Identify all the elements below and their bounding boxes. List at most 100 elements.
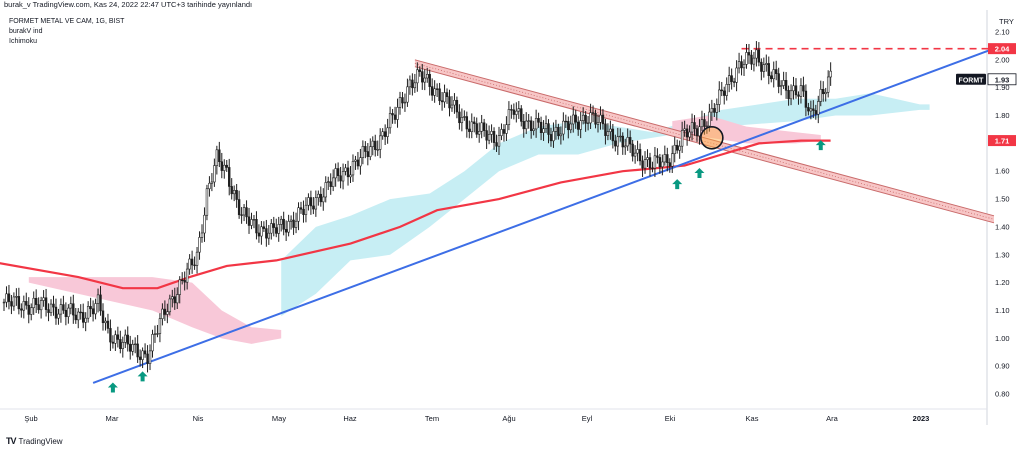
candle-body [277,224,280,234]
candle-body [200,232,204,238]
candle [680,121,684,153]
candle-body [747,52,751,56]
candle [485,123,488,149]
candle-body [329,181,332,187]
candle-body [418,69,421,72]
candle-body [648,157,652,169]
candle-body [772,69,775,80]
candle [646,149,649,167]
candle-body [480,122,483,132]
candle-body [542,128,545,134]
candle [388,106,392,134]
candle-body [185,268,189,283]
candle-body [487,134,491,141]
candle-body [114,334,117,344]
candle-body [406,86,409,103]
candle [141,347,144,369]
candle [453,93,456,114]
candle-body [680,130,684,147]
candle-body [324,182,327,198]
candle-body [344,167,347,172]
candle-body [544,123,548,130]
candle-body [294,220,298,228]
candle-body [240,214,243,216]
candle [525,112,528,135]
candle [609,120,612,140]
candle-body [195,251,199,266]
candle-body [250,219,253,226]
candle-body [166,311,169,315]
candle [27,297,30,324]
candle-body [626,137,629,147]
candle [440,91,444,111]
candle-body [260,226,263,237]
candle-body [309,197,313,207]
candle-body [666,154,669,163]
candle-body [158,318,162,334]
candle [448,89,451,117]
candle-body [12,296,16,307]
candle [688,125,691,141]
candle [505,116,508,141]
last-price-badge-label: 1.93 [995,75,1010,84]
candle [678,140,681,159]
candle-body [42,297,45,301]
candle [534,109,538,138]
candle [138,349,142,367]
candle-body [745,52,748,65]
candle-body [267,232,271,239]
x-tick-label: Tem [425,414,439,423]
candle [250,212,253,230]
candle [423,69,426,91]
candle [119,330,122,354]
candle [398,91,402,115]
candle-body [698,126,701,137]
candle [403,93,407,112]
candle [5,286,8,308]
candle [84,312,87,332]
candle-body [559,133,563,137]
indicator-burakv[interactable]: burakV ind [9,28,43,35]
candle [292,211,295,235]
candle-body [275,227,278,234]
candle-body [591,112,595,114]
candle [495,134,498,153]
candle-body [178,279,181,295]
candle-body [413,82,417,89]
candle [698,119,701,145]
symbol-line[interactable]: FORMET METAL VE CAM, 1G, BIST [9,18,125,25]
candle [779,80,783,96]
candle [527,113,530,129]
candle-body [30,307,33,315]
candle-body [527,120,530,122]
candle-body [376,149,379,151]
candle-body [715,104,719,113]
candle [378,128,382,159]
candle [826,70,830,98]
candle [79,304,82,320]
candle-body [703,119,706,127]
candle-body [287,221,290,233]
tradingview-footer[interactable]: TV TradingView [6,436,63,446]
candle [64,302,68,326]
candle-body [438,88,441,102]
candle [376,140,379,156]
candle-body [760,61,763,72]
candle [163,300,167,321]
candle [166,303,169,324]
candle [475,117,478,138]
candle-body [497,135,501,147]
candle-body [292,219,295,228]
candle-body [124,334,127,343]
candle [181,272,184,285]
candle [17,287,21,315]
indicator-ichimoku[interactable]: Ichimoku [9,38,38,45]
candle [173,287,176,310]
candle-body [198,237,201,253]
candle [673,136,676,163]
candle [455,96,459,119]
candle-body [210,181,214,184]
candle-body [116,334,120,340]
candle-body [557,126,560,137]
